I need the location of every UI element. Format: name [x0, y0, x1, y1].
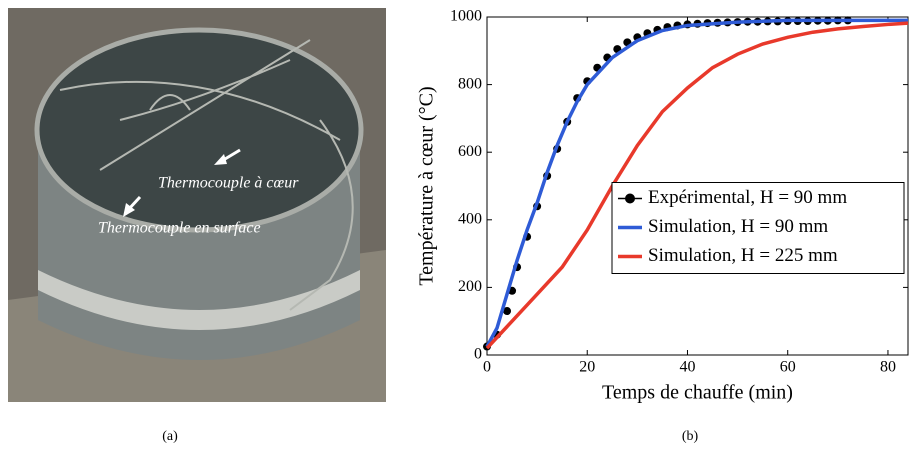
arrowhead — [214, 154, 227, 165]
legend-label: Simulation, H = 225 mm — [648, 245, 838, 266]
legend-marker — [625, 193, 635, 204]
y-axis-label: Température à cœur (°C) — [416, 86, 438, 285]
photo: Thermocouple à cœur Thermocouple en surf… — [8, 8, 386, 402]
line — [485, 21, 909, 350]
y-tick-label: 0 — [474, 346, 482, 363]
legend-box — [611, 182, 905, 274]
caption: (a) — [162, 429, 178, 444]
can-rim — [38, 270, 360, 330]
line — [485, 18, 908, 348]
caption: (b) — [682, 429, 699, 444]
arrowhead — [123, 203, 135, 217]
x-axis-label: Temps de chauffe (min) — [602, 382, 793, 404]
x-tick-label: 60 — [780, 359, 796, 376]
can-lid — [37, 30, 361, 230]
y-tick-label: 200 — [458, 278, 482, 295]
x-tick-label: 0 — [483, 359, 491, 376]
photo-label: Thermocouple en surface — [98, 220, 261, 237]
x-tick-label: 40 — [679, 359, 695, 376]
wires — [59, 39, 354, 311]
legend-label: Simulation, H = 90 mm — [648, 216, 828, 237]
legend-label: Expérimental, H = 90 mm — [648, 187, 847, 208]
y-tick-label: 600 — [458, 143, 482, 160]
lid-edge — [34, 27, 364, 233]
x-tick-label: 80 — [880, 359, 896, 376]
photo-label: Thermocouple à cœur — [158, 175, 299, 192]
y-tick-label: 800 — [458, 75, 482, 92]
plot-frame — [486, 16, 909, 356]
y-tick-label: 1000 — [450, 8, 482, 25]
data-point — [503, 307, 512, 316]
y-tick-label: 400 — [458, 210, 482, 227]
x-tick-label: 20 — [579, 359, 595, 376]
